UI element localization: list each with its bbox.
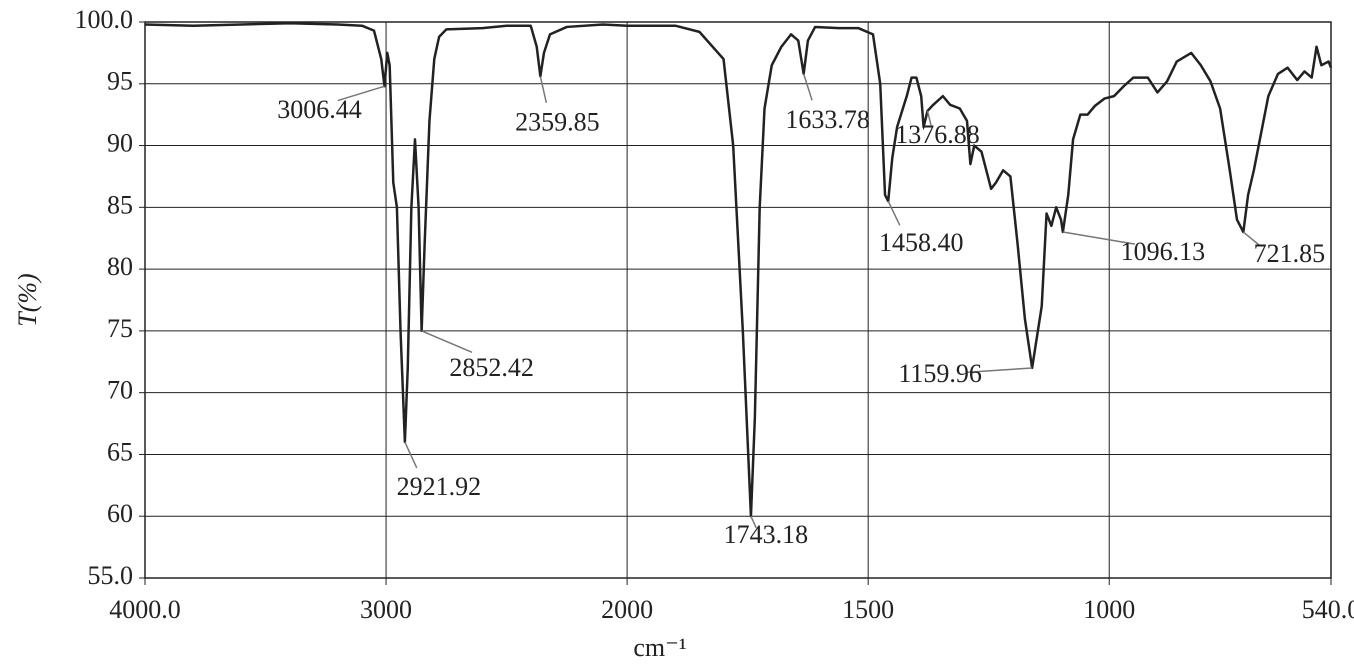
leader-line xyxy=(421,330,473,354)
peak-label: 1743.18 xyxy=(724,520,809,549)
leader-line xyxy=(404,441,418,469)
y-axis-title: T(%) xyxy=(13,273,42,326)
spectrum-line xyxy=(144,21,1333,518)
peak-label: 3006.44 xyxy=(277,95,362,124)
leader-line xyxy=(337,85,385,102)
x-tick-label: 3000 xyxy=(360,595,412,624)
leader-line xyxy=(802,73,813,101)
peak-label: 1159.96 xyxy=(898,359,982,388)
x-axis-title: cm⁻¹ xyxy=(633,633,686,662)
peak-label: 1376.88 xyxy=(895,120,980,149)
leader-line xyxy=(1062,231,1136,245)
peak-label: 2852.42 xyxy=(449,353,534,382)
x-tick-label: 1000 xyxy=(1083,595,1135,624)
y-tick-label: 85 xyxy=(107,190,133,219)
leader-line xyxy=(965,367,1033,374)
peak-label: 1633.78 xyxy=(785,105,870,134)
y-tick-label: 70 xyxy=(107,376,133,405)
leader-line xyxy=(750,515,757,529)
peak-label: 721.85 xyxy=(1254,239,1326,268)
peak-label: 1458.40 xyxy=(879,228,964,257)
x-tick-label: 4000.0 xyxy=(109,595,181,624)
y-tick-label: 100.0 xyxy=(75,5,134,34)
leader-line xyxy=(887,200,901,226)
leader-line xyxy=(1242,231,1260,246)
x-tick-label: 1500 xyxy=(842,595,894,624)
leader-line xyxy=(539,76,548,103)
leader-line xyxy=(926,110,932,126)
plot-frame xyxy=(144,21,1332,579)
y-tick-label: 55.0 xyxy=(88,561,134,590)
y-tick-label: 65 xyxy=(107,437,133,466)
peak-label: 2921.92 xyxy=(397,472,482,501)
y-tick-label: 80 xyxy=(107,252,133,281)
y-tick-label: 75 xyxy=(107,314,133,343)
peak-label: 2359.85 xyxy=(515,107,600,136)
x-tick-label: 2000 xyxy=(601,595,653,624)
y-tick-label: 95 xyxy=(107,67,133,96)
peak-label: 1096.13 xyxy=(1121,237,1206,266)
x-tick-label: 540.0 xyxy=(1302,595,1354,624)
y-tick-label: 90 xyxy=(107,129,133,158)
y-tick-label: 60 xyxy=(107,499,133,528)
